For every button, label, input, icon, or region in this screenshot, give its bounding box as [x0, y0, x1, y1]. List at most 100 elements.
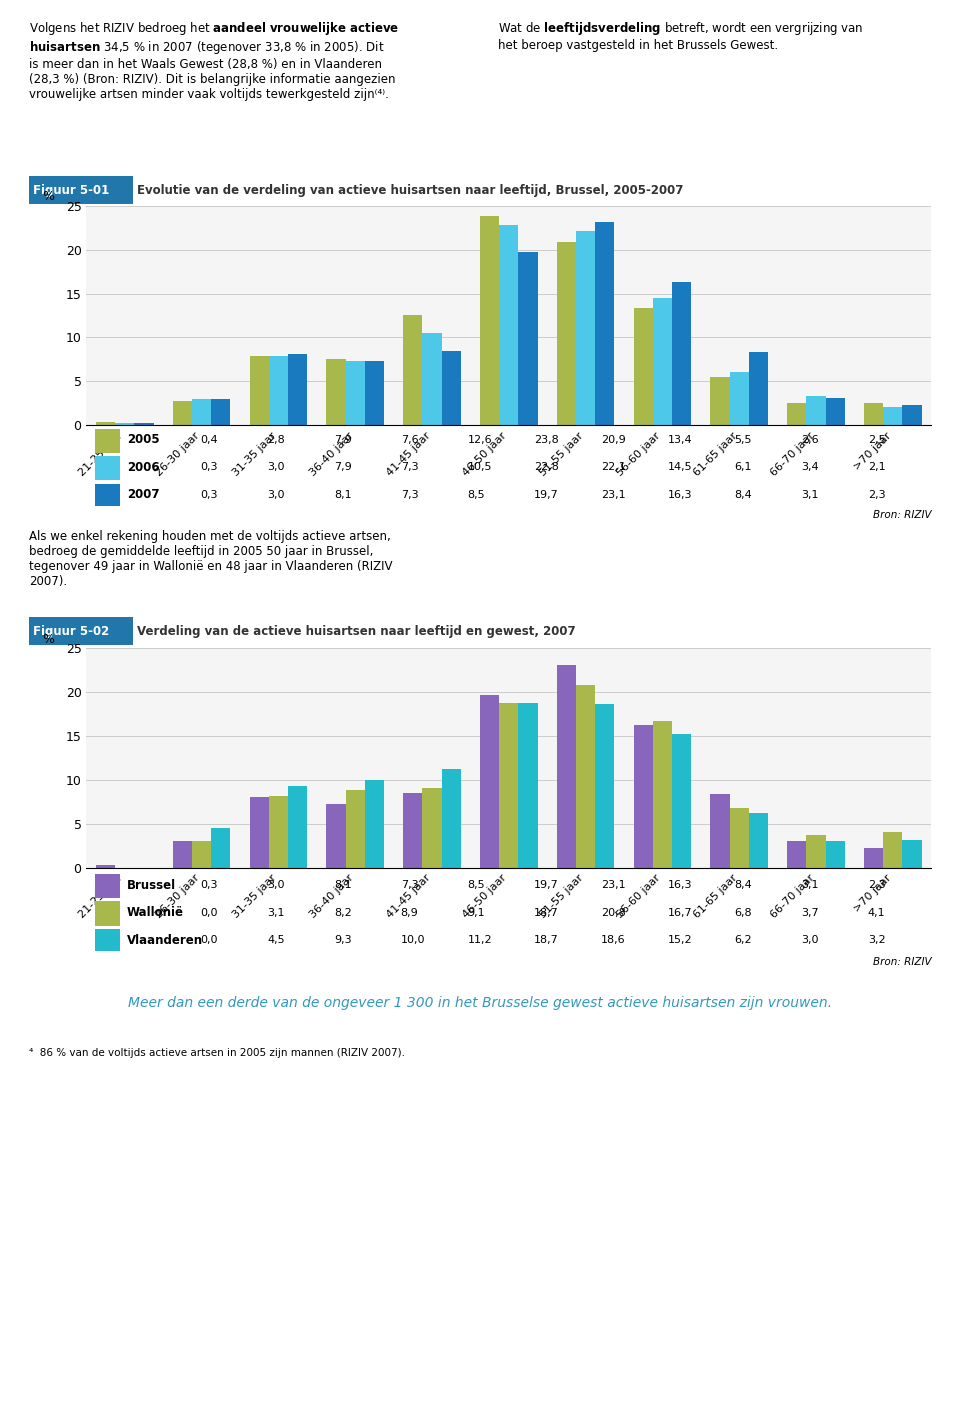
Text: 3,4: 3,4	[801, 462, 819, 472]
Bar	[634, 725, 653, 868]
Bar	[95, 428, 120, 452]
Text: 4,5: 4,5	[267, 934, 285, 946]
Bar	[653, 720, 672, 868]
Text: 3,1: 3,1	[267, 908, 285, 917]
Text: 2,1: 2,1	[868, 462, 885, 472]
Text: 22,8: 22,8	[534, 462, 559, 472]
Text: 3,7: 3,7	[801, 908, 819, 917]
Bar	[826, 841, 845, 868]
Text: 7,9: 7,9	[334, 462, 351, 472]
Bar	[403, 793, 422, 868]
Text: 3,0: 3,0	[801, 934, 819, 946]
Text: Brussel: Brussel	[127, 879, 176, 892]
Bar	[902, 839, 922, 868]
Text: 7,6: 7,6	[400, 435, 419, 445]
Text: 19,7: 19,7	[534, 881, 559, 891]
Text: 16,7: 16,7	[667, 908, 692, 917]
Bar	[806, 835, 826, 868]
Text: 18,6: 18,6	[601, 934, 626, 946]
Bar	[749, 352, 768, 425]
Bar	[883, 407, 902, 425]
Y-axis label: %: %	[42, 632, 55, 645]
Bar	[422, 333, 442, 425]
Text: 22,1: 22,1	[601, 462, 626, 472]
Bar	[250, 797, 269, 868]
Text: 9,1: 9,1	[468, 908, 485, 917]
Text: 7,9: 7,9	[334, 435, 351, 445]
Bar	[211, 828, 230, 868]
Bar	[95, 929, 120, 953]
Bar	[672, 735, 691, 868]
Text: 13,4: 13,4	[667, 435, 692, 445]
Text: 2,6: 2,6	[801, 435, 819, 445]
Text: 20,9: 20,9	[601, 435, 626, 445]
Bar	[730, 372, 749, 425]
Text: Bron: RIZIV: Bron: RIZIV	[873, 957, 931, 967]
Bar	[403, 315, 422, 425]
Bar	[326, 359, 346, 425]
Text: 18,7: 18,7	[534, 908, 559, 917]
Text: Meer dan een derde van de ongeveer 1 300 in het Brusselse gewest actieve huisart: Meer dan een derde van de ongeveer 1 300…	[128, 995, 832, 1010]
Text: 8,4: 8,4	[734, 881, 752, 891]
Text: 5,5: 5,5	[734, 435, 752, 445]
Bar	[864, 848, 883, 868]
Text: 0,3: 0,3	[201, 881, 218, 891]
Text: 19,7: 19,7	[534, 489, 559, 501]
Bar	[115, 423, 134, 425]
Bar	[864, 404, 883, 425]
Bar	[95, 484, 120, 508]
Bar	[192, 841, 211, 868]
Text: 6,1: 6,1	[734, 462, 752, 472]
Bar	[250, 356, 269, 425]
Text: Als we enkel rekening houden met de voltijds actieve artsen,
bedroeg de gemiddel: Als we enkel rekening houden met de volt…	[29, 530, 393, 588]
Bar	[883, 832, 902, 868]
Bar	[269, 356, 288, 425]
Bar	[326, 804, 346, 868]
Bar	[576, 231, 595, 425]
Bar	[787, 841, 806, 868]
Bar	[288, 354, 307, 425]
Text: 8,1: 8,1	[334, 881, 351, 891]
Text: 16,3: 16,3	[667, 881, 692, 891]
Bar	[672, 282, 691, 425]
Text: Evolutie van de verdeling van actieve huisartsen naar leeftijd, Brussel, 2005-20: Evolutie van de verdeling van actieve hu…	[137, 183, 684, 197]
Bar	[518, 703, 538, 868]
Text: GEZONDHEIDSINDICATOREN VAN HET BRUSSELS GEWEST 2010: GEZONDHEIDSINDICATOREN VAN HET BRUSSELS …	[96, 1391, 427, 1402]
Text: 3,0: 3,0	[267, 489, 285, 501]
Text: 3,1: 3,1	[801, 881, 819, 891]
Bar	[288, 786, 307, 868]
Text: 10,5: 10,5	[468, 462, 492, 472]
Text: 8,1: 8,1	[334, 489, 351, 501]
Text: Figuur 5-01: Figuur 5-01	[34, 183, 109, 197]
Text: 8,5: 8,5	[468, 489, 485, 501]
Bar	[269, 795, 288, 868]
Text: 0,4: 0,4	[201, 435, 218, 445]
Text: Bron: RIZIV: Bron: RIZIV	[873, 510, 931, 520]
Bar	[95, 457, 120, 481]
Bar	[96, 423, 115, 425]
Text: 23,1: 23,1	[601, 881, 626, 891]
Bar	[29, 617, 132, 645]
Bar	[653, 298, 672, 425]
Bar	[95, 873, 120, 898]
Bar	[29, 176, 132, 204]
Text: Verdeling van de actieve huisartsen naar leeftijd en gewest, 2007: Verdeling van de actieve huisartsen naar…	[137, 624, 576, 638]
Text: 8,4: 8,4	[734, 489, 752, 501]
Bar	[806, 396, 826, 425]
Bar	[710, 794, 730, 868]
Bar	[902, 406, 922, 425]
Text: 10,0: 10,0	[400, 934, 425, 946]
Bar	[134, 423, 154, 425]
Text: 8,9: 8,9	[400, 908, 419, 917]
Bar	[173, 401, 192, 425]
Text: 7,3: 7,3	[400, 881, 419, 891]
Text: 0,3: 0,3	[201, 489, 218, 501]
Bar	[710, 377, 730, 425]
Text: Wallonië: Wallonië	[127, 906, 184, 919]
Text: 2,3: 2,3	[868, 881, 885, 891]
Bar	[518, 252, 538, 425]
Text: 7,3: 7,3	[400, 489, 419, 501]
Text: 9,3: 9,3	[334, 934, 351, 946]
Y-axis label: %: %	[42, 190, 55, 203]
Bar	[557, 241, 576, 425]
